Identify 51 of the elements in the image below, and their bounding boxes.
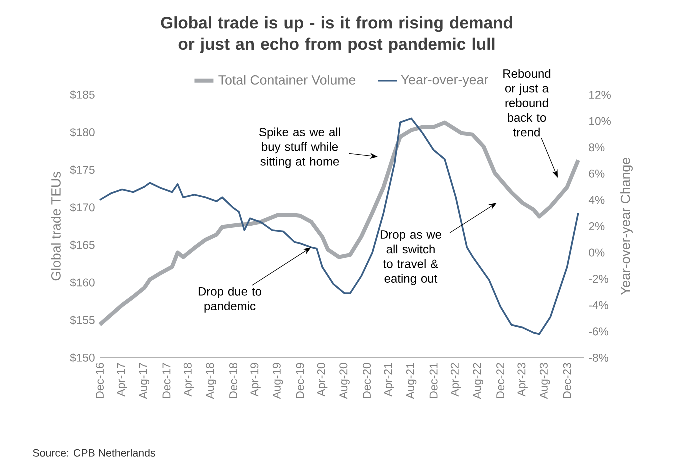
x-tick-label: Apr-22: [450, 363, 462, 397]
x-tick-label: Aug-22: [473, 363, 484, 400]
x-tick-label: Apr-19: [250, 363, 261, 397]
y-tick-label: $175: [70, 166, 95, 175]
chart-title: Global trade is up - is it from rising demand or just an echo from post pandemic lull: [161, 16, 512, 54]
x-tick-label: Aug-20: [340, 363, 350, 400]
y-tick-label: $165: [70, 240, 95, 250]
annotation: Drop due to pandemic: [198, 287, 262, 313]
annotation: Spike as we all buy stuff while sitting at home: [260, 128, 340, 168]
y-tick-label: $155: [70, 316, 95, 326]
x-tick-label: Aug-23: [540, 363, 550, 400]
x-tick-label: Dec-23: [563, 363, 572, 398]
legend-label: Total Container Volume: [218, 75, 356, 85]
y2-tick-label: -2%: [589, 275, 608, 284]
y2-tick-label: -4%: [589, 301, 608, 310]
x-tick-label: Apr-23: [518, 363, 528, 397]
x-tick-label: Apr-21: [384, 363, 394, 397]
x-tick-label: Apr-17: [117, 363, 128, 397]
y2-tick-label: 2%: [589, 222, 605, 230]
y2-tick-label: 6%: [589, 170, 605, 178]
x-tick-label: Apr-20: [317, 363, 328, 397]
legend-label: Year-over-year: [401, 75, 488, 88]
x-tick-label: Aug-21: [406, 363, 417, 400]
source-note: Source: CPB Netherlands: [33, 449, 156, 457]
x-tick-label: Dec-22: [496, 363, 505, 398]
y2-tick-label: 8%: [589, 144, 605, 152]
annotation: Rebound or just a rebound back to trend: [504, 69, 551, 137]
y-axis-title: Global trade TEUs: [51, 172, 61, 281]
y2-tick-label: 12%: [590, 91, 611, 99]
y-tick-label: $150: [70, 353, 95, 363]
x-tick-label: Dec-20: [363, 363, 372, 398]
x-tick-label: Apr-18: [184, 363, 194, 397]
y2-tick-label: 0%: [589, 248, 605, 257]
y-tick-label: $170: [70, 203, 95, 212]
annotation: Drop as we all switch to travel & eating out: [380, 230, 442, 286]
x-tick-label: Dec-19: [296, 363, 304, 398]
x-tick-label: Dec-16: [96, 363, 104, 398]
x-tick-label: Aug-17: [139, 363, 150, 400]
y2-tick-label: -6%: [589, 328, 608, 336]
x-tick-label: Aug-18: [206, 363, 216, 400]
y-tick-label: $160: [70, 278, 95, 288]
y2-axis-title: Year-over-year Change: [620, 158, 633, 296]
x-tick-label: Dec-17: [162, 363, 171, 398]
y2-tick-label: 4%: [588, 196, 605, 204]
x-tick-label: Dec-21: [430, 363, 438, 398]
y2-tick-label: -8%: [589, 354, 608, 362]
x-tick-label: Aug-19: [272, 363, 284, 400]
y2-tick-label: 10%: [590, 117, 611, 126]
y-tick-label: $185: [70, 90, 95, 100]
y-tick-label: $180: [70, 128, 95, 138]
x-tick-label: Dec-18: [230, 363, 238, 398]
